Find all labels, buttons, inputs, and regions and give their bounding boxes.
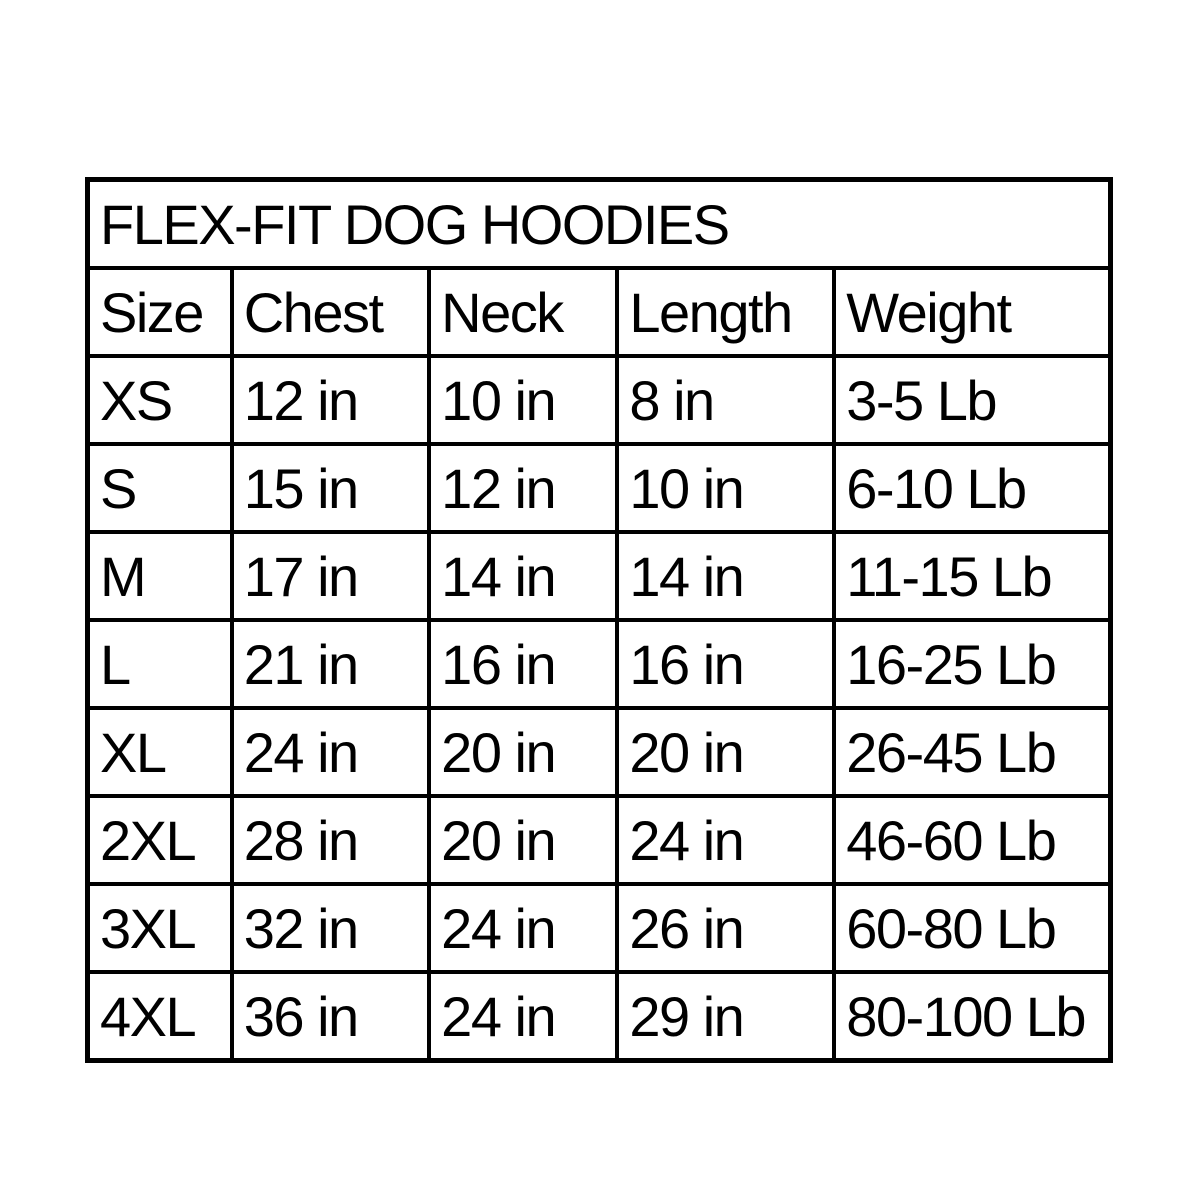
table-cell: 46-60 Lb	[832, 794, 1113, 886]
column-header-length: Length	[615, 266, 837, 358]
table-cell: XL	[85, 706, 234, 798]
table-cell: 16 in	[615, 618, 837, 710]
table-cell: 2XL	[85, 794, 234, 886]
table-cell: 26 in	[615, 882, 837, 974]
table-cell: 36 in	[229, 970, 432, 1063]
table-cell: 60-80 Lb	[832, 882, 1113, 974]
table-row-s: S 15 in 12 in 10 in 6-10 Lb	[85, 442, 1113, 534]
column-header-weight: Weight	[832, 266, 1113, 358]
table-cell: 6-10 Lb	[832, 442, 1113, 534]
table-cell: 24 in	[427, 970, 620, 1063]
table-cell: M	[85, 530, 234, 622]
table-row-xs: XS 12 in 10 in 8 in 3-5 Lb	[85, 354, 1113, 446]
column-header-chest: Chest	[229, 266, 432, 358]
table-cell: 10 in	[615, 442, 837, 534]
title-row: FLEX-FIT DOG HOODIES	[85, 177, 1113, 270]
table-cell: 12 in	[229, 354, 432, 446]
column-header-size: Size	[85, 266, 234, 358]
table-cell: 15 in	[229, 442, 432, 534]
table-cell: 10 in	[427, 354, 620, 446]
table-row-2xl: 2XL 28 in 20 in 24 in 46-60 Lb	[85, 794, 1113, 886]
table-cell: 8 in	[615, 354, 837, 446]
table-cell: L	[85, 618, 234, 710]
table-cell: 3XL	[85, 882, 234, 974]
table-cell: 24 in	[229, 706, 432, 798]
table-cell: 21 in	[229, 618, 432, 710]
table-cell: 20 in	[615, 706, 837, 798]
table-row-m: M 17 in 14 in 14 in 11-15 Lb	[85, 530, 1113, 622]
table-cell: 14 in	[427, 530, 620, 622]
table-cell: 24 in	[615, 794, 837, 886]
table-cell: 26-45 Lb	[832, 706, 1113, 798]
table-row-l: L 21 in 16 in 16 in 16-25 Lb	[85, 618, 1113, 710]
table-row-4xl: 4XL 36 in 24 in 29 in 80-100 Lb	[85, 970, 1113, 1063]
header-row: Size Chest Neck Length Weight	[85, 266, 1113, 358]
table-cell: S	[85, 442, 234, 534]
table-cell: 32 in	[229, 882, 432, 974]
table-cell: 3-5 Lb	[832, 354, 1113, 446]
table-row-xl: XL 24 in 20 in 20 in 26-45 Lb	[85, 706, 1113, 798]
size-chart-table: FLEX-FIT DOG HOODIES Size Chest Neck Len…	[85, 177, 1113, 1063]
table-cell: 14 in	[615, 530, 837, 622]
table-cell: 12 in	[427, 442, 620, 534]
table-cell: 29 in	[615, 970, 837, 1063]
column-header-neck: Neck	[427, 266, 620, 358]
table-cell: 28 in	[229, 794, 432, 886]
table-cell: 20 in	[427, 794, 620, 886]
table-cell: 20 in	[427, 706, 620, 798]
table-cell: 16-25 Lb	[832, 618, 1113, 710]
table-cell: 16 in	[427, 618, 620, 710]
table-cell: 4XL	[85, 970, 234, 1063]
table-title: FLEX-FIT DOG HOODIES	[85, 177, 1113, 270]
table-cell: 24 in	[427, 882, 620, 974]
table-cell: 80-100 Lb	[832, 970, 1113, 1063]
table-row-3xl: 3XL 32 in 24 in 26 in 60-80 Lb	[85, 882, 1113, 974]
table-cell: 17 in	[229, 530, 432, 622]
table-cell: XS	[85, 354, 234, 446]
table-cell: 11-15 Lb	[832, 530, 1113, 622]
